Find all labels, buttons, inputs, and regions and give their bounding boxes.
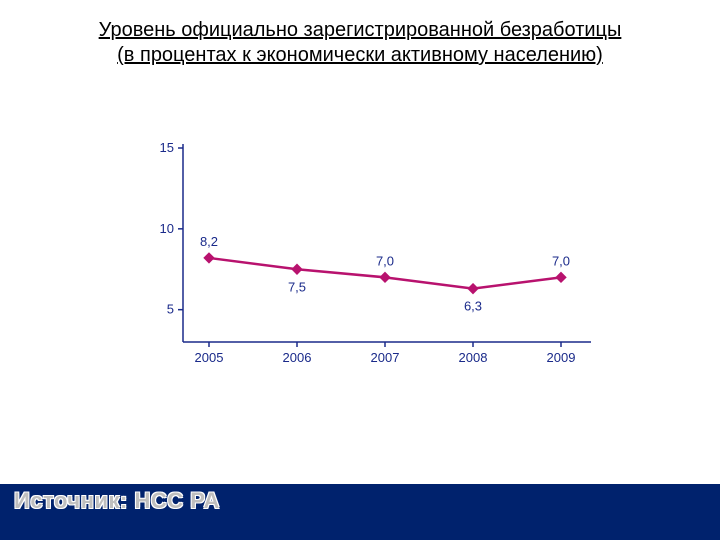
x-tick-label: 2006: [283, 350, 312, 365]
x-tick-label: 2008: [459, 350, 488, 365]
data-marker: [380, 272, 390, 282]
data-marker: [204, 253, 214, 263]
x-tick-label: 2009: [547, 350, 576, 365]
source-label: Источник: НСС РА: [14, 488, 220, 514]
chart-svg: 5 10 15 2005 2006 2007 2008 2009 8,2 7,5 7,0 6,3 7,0: [135, 130, 595, 390]
y-tick-label: 5: [167, 302, 174, 317]
value-label: 7,5: [288, 279, 306, 294]
x-tick-label: 2005: [195, 350, 224, 365]
value-label: 7,0: [552, 253, 570, 268]
data-marker: [468, 284, 478, 294]
value-label: 8,2: [200, 234, 218, 249]
data-marker: [292, 264, 302, 274]
value-label: 7,0: [376, 253, 394, 268]
unemployment-chart: 5 10 15 2005 2006 2007 2008 2009 8,2 7,5 7,0 6,3 7,0: [135, 130, 595, 390]
slide-title: Уровень официально зарегистрированной бе…: [40, 18, 680, 68]
y-tick-label: 10: [160, 221, 174, 236]
value-label: 6,3: [464, 299, 482, 314]
data-marker: [556, 272, 566, 282]
title-line-2: (в процентах к экономически активному на…: [40, 43, 680, 68]
x-tick-label: 2007: [371, 350, 400, 365]
y-tick-label: 15: [160, 140, 174, 155]
title-line-1: Уровень официально зарегистрированной бе…: [40, 18, 680, 43]
